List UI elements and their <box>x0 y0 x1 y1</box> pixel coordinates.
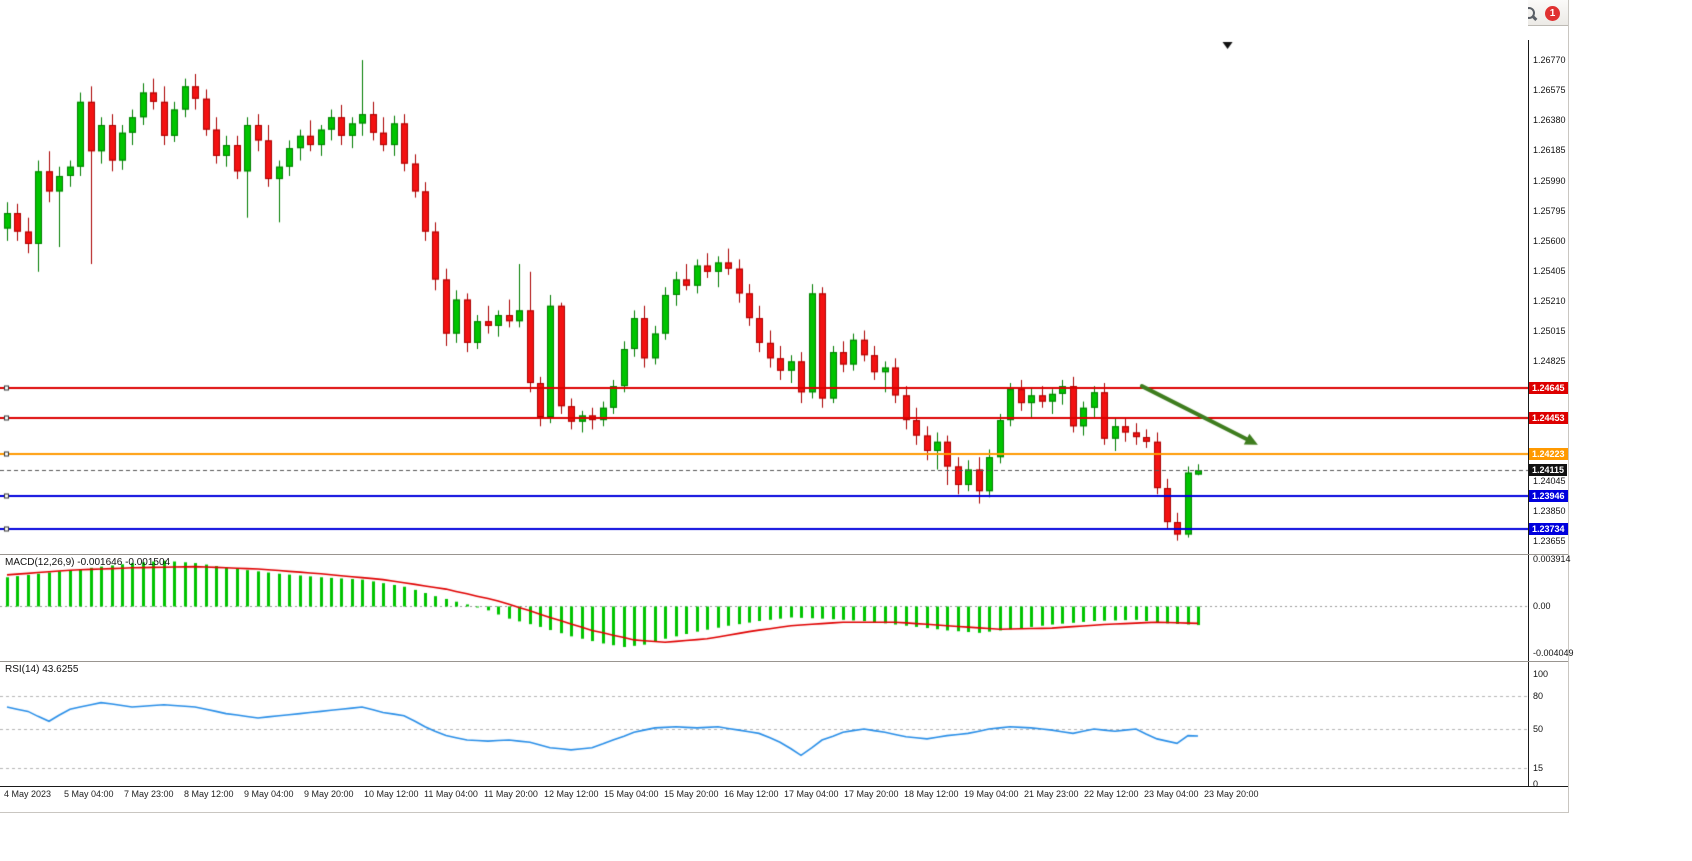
time-axis-label: 9 May 04:00 <box>244 789 294 799</box>
price-tick-label: 1.25795 <box>1533 205 1566 216</box>
rsi-axis-label: 80 <box>1533 691 1544 701</box>
time-axis-label: 22 May 12:00 <box>1084 789 1139 799</box>
macd-name: MACD(12,26,9) <box>5 557 75 568</box>
rsi-axis-label: 100 <box>1533 669 1549 679</box>
time-axis-label: 17 May 04:00 <box>784 789 839 799</box>
price-tick-label: 1.25405 <box>1533 266 1566 276</box>
time-axis-label: 10 May 12:00 <box>364 789 419 799</box>
line-price-badge: 1.24453 <box>1529 412 1568 425</box>
line-price-badge: 1.23946 <box>1529 490 1568 503</box>
time-axis-label: 17 May 20:00 <box>844 789 899 799</box>
time-axis-label: 9 May 20:00 <box>304 789 354 799</box>
time-axis-label: 19 May 04:00 <box>964 789 1019 799</box>
macd-panel-separator[interactable] <box>0 554 1568 555</box>
price-axis-separator <box>1528 40 1529 786</box>
price-tick-label: 1.25990 <box>1533 175 1566 186</box>
time-axis-label: 21 May 23:00 <box>1024 789 1079 799</box>
line-price-badge: 1.24223 <box>1529 447 1568 460</box>
time-axis-label: 11 May 20:00 <box>484 789 538 799</box>
price-chart-canvas[interactable] <box>0 0 1528 812</box>
rsi-panel-separator[interactable] <box>0 661 1568 662</box>
rsi-axis-label: 0 <box>1533 779 1539 789</box>
price-tick-label: 1.25210 <box>1533 296 1566 307</box>
time-axis-label: 12 May 12:00 <box>544 789 599 799</box>
time-axis-label: 15 May 20:00 <box>664 789 719 799</box>
rsi-axis-label: 50 <box>1533 724 1544 734</box>
rsi-value: 43.6255 <box>42 664 79 675</box>
price-tick-label: 1.25015 <box>1533 326 1566 337</box>
macd-axis-label: 0.00 <box>1533 600 1551 611</box>
price-tick-label: 1.26185 <box>1533 145 1566 156</box>
notification-badge[interactable]: 1 <box>1545 5 1560 21</box>
bid-price-badge: 1.24115 <box>1529 464 1568 477</box>
time-axis-label: 23 May 20:00 <box>1204 789 1259 799</box>
time-axis-label: 15 May 04:00 <box>604 789 659 799</box>
macd-values: -0.001646 -0.001504 <box>77 557 171 568</box>
price-tick-label: 1.23850 <box>1533 506 1566 517</box>
time-axis-label: 5 May 04:00 <box>64 789 114 799</box>
time-axis-label: 4 May 2023 <box>4 789 52 799</box>
time-axis[interactable]: 4 May 2023 5 May 04:00 7 May 23:00 8 May 12… <box>0 789 1568 803</box>
price-tick-label: 1.26380 <box>1533 115 1566 126</box>
price-tick-label: 1.26770 <box>1533 55 1566 66</box>
macd-axis-label: 0.003914 <box>1533 554 1571 565</box>
price-axis-column: 1.26770 1.26575 1.26380 1.26185 1.25990 1.257… <box>1529 40 1574 802</box>
macd-axis-label: -0.004049 <box>1533 648 1574 659</box>
line-price-badge: 1.24645 <box>1529 382 1568 395</box>
price-tick-label: 1.24825 <box>1533 355 1566 366</box>
price-tick-label: 1.23655 <box>1533 536 1566 547</box>
line-price-badge: 1.23734 <box>1529 523 1568 536</box>
time-axis-label: 16 May 12:00 <box>724 789 779 799</box>
time-axis-label: 7 May 23:00 <box>124 789 174 799</box>
time-axis-label: 23 May 04:00 <box>1144 789 1199 799</box>
rsi-axis-label: 15 <box>1533 762 1544 773</box>
time-axis-separator <box>0 786 1568 787</box>
price-tick-label: 1.24045 <box>1533 476 1566 487</box>
time-axis-label: 18 May 12:00 <box>904 789 959 799</box>
terminal-window: ▤新订单ϟ◉◍▶自动交易▥◫∿⊕⊖▦⇥⇤+▼◷▼▧▼↖+│─╱∥≡A▭↗▼ M1… <box>0 0 1569 813</box>
time-axis-label: 8 May 12:00 <box>184 789 234 799</box>
macd-indicator-label: MACD(12,26,9) -0.001646 -0.001504 <box>5 557 170 568</box>
rsi-name: RSI(14) <box>5 664 40 675</box>
price-tick-label: 1.25600 <box>1533 235 1566 246</box>
time-axis-label: 11 May 04:00 <box>424 789 478 799</box>
price-tick-label: 1.26575 <box>1533 85 1566 96</box>
rsi-indicator-label: RSI(14) 43.6255 <box>5 664 78 675</box>
